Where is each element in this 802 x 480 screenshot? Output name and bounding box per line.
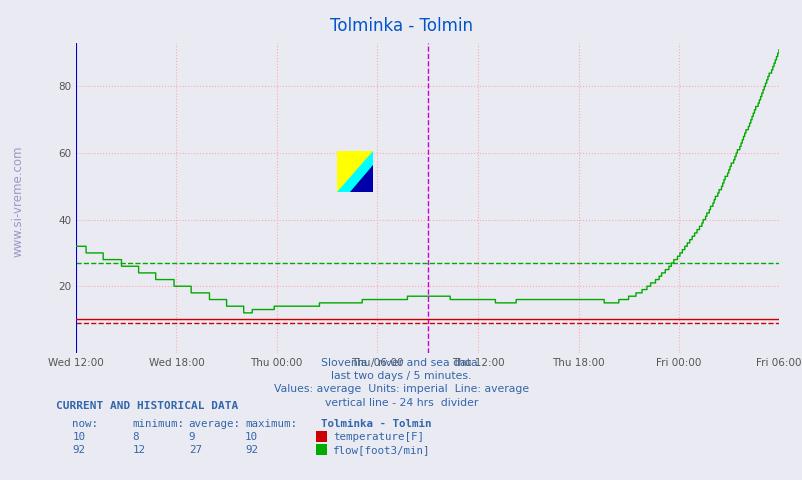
Text: www.si-vreme.com: www.si-vreme.com [11, 146, 24, 257]
Text: 10: 10 [72, 432, 85, 442]
Text: CURRENT AND HISTORICAL DATA: CURRENT AND HISTORICAL DATA [56, 401, 238, 411]
Text: now:: now: [72, 419, 98, 429]
Text: flow[foot3/min]: flow[foot3/min] [333, 445, 430, 455]
Text: 8: 8 [132, 432, 139, 442]
Text: 9: 9 [188, 432, 195, 442]
Text: temperature[F]: temperature[F] [333, 432, 423, 442]
Text: Slovenia / river and sea data.: Slovenia / river and sea data. [321, 358, 481, 368]
Polygon shape [337, 151, 373, 192]
Text: last two days / 5 minutes.: last two days / 5 minutes. [331, 371, 471, 381]
Text: maximum:: maximum: [245, 419, 297, 429]
Text: 92: 92 [245, 445, 257, 455]
Text: Tolminka - Tolmin: Tolminka - Tolmin [321, 419, 431, 429]
Polygon shape [337, 151, 373, 192]
Polygon shape [350, 166, 373, 192]
Text: minimum:: minimum: [132, 419, 184, 429]
Text: Tolminka - Tolmin: Tolminka - Tolmin [330, 17, 472, 35]
Text: vertical line - 24 hrs  divider: vertical line - 24 hrs divider [324, 398, 478, 408]
Text: 10: 10 [245, 432, 257, 442]
Text: Values: average  Units: imperial  Line: average: Values: average Units: imperial Line: av… [273, 384, 529, 395]
Text: 27: 27 [188, 445, 201, 455]
Text: 92: 92 [72, 445, 85, 455]
Text: average:: average: [188, 419, 241, 429]
Text: 12: 12 [132, 445, 145, 455]
